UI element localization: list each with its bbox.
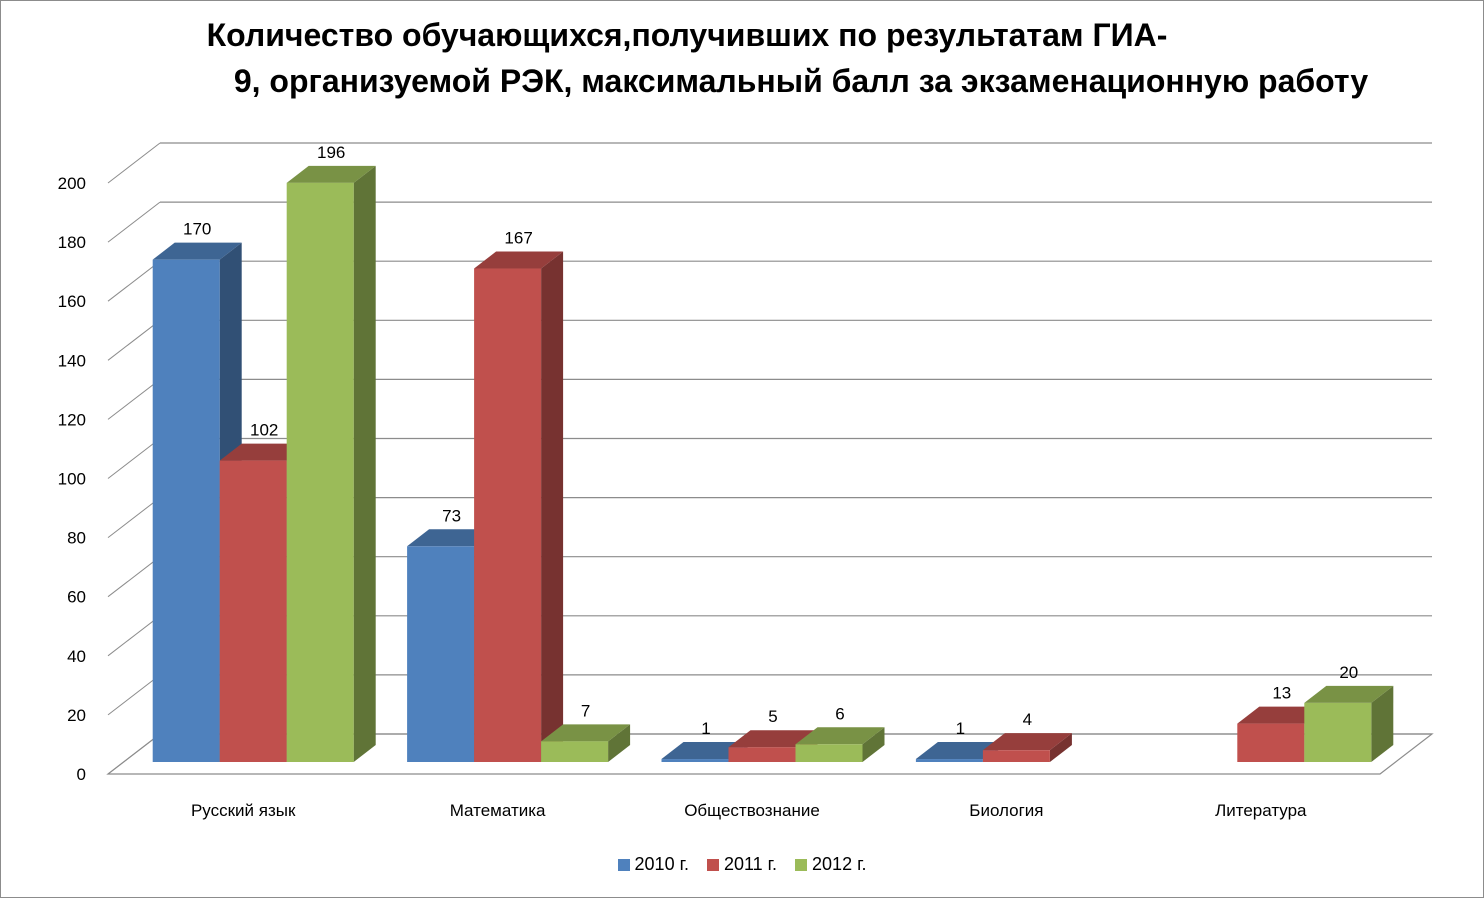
data-label: 13 [1272, 684, 1291, 703]
chart-title-line-2: 9, организуемой РЭК, максимальный балл з… [233, 63, 1369, 99]
y-tick-label: 40 [67, 647, 86, 666]
data-label: 73 [442, 506, 461, 525]
bar [795, 744, 863, 762]
bar-top [286, 165, 376, 183]
bar-top [152, 242, 242, 260]
gridline-depth [107, 142, 161, 184]
chart-title-line-1: Количество обучающихся,получивших по рез… [206, 17, 1168, 53]
bar [1237, 723, 1305, 762]
legend-label: 2011 г. [723, 854, 778, 874]
legend-swatch [617, 858, 630, 871]
gridline-depth [107, 615, 161, 657]
bar [474, 268, 542, 762]
chart-title: Количество обучающихся,получивших по рез… [0, 12, 1484, 104]
bar [152, 259, 220, 762]
bar-top [915, 742, 1005, 760]
bar-top [728, 730, 818, 748]
legend-item: 2011 г. [706, 854, 778, 875]
data-label: 196 [317, 143, 345, 162]
y-tick-label: 20 [67, 706, 86, 725]
bar [541, 741, 609, 762]
x-tick-label: Литература [1215, 801, 1307, 820]
x-tick-label: Русский язык [191, 801, 296, 820]
bar [661, 759, 729, 762]
bar [407, 546, 475, 762]
legend-item: 2010 г. [617, 854, 689, 875]
legend-swatch [706, 858, 719, 871]
data-label: 7 [581, 701, 590, 720]
bar-top [474, 251, 564, 269]
chart-legend: 2010 г. 2011 г. 2012 г. [0, 854, 1484, 875]
gridline-depth [107, 379, 161, 420]
gridline-depth [107, 260, 161, 302]
gridline-depth [107, 497, 161, 538]
gridline-depth [107, 438, 161, 479]
y-tick-label: 0 [77, 765, 86, 784]
bar-top [982, 733, 1072, 751]
bar-top [1237, 706, 1327, 724]
y-tick-label: 80 [67, 529, 86, 548]
bar-side [1371, 685, 1394, 762]
bar [728, 747, 796, 762]
data-label: 170 [183, 220, 211, 239]
data-label: 5 [768, 707, 777, 726]
y-tick-label: 100 [58, 470, 86, 489]
bar-side [541, 251, 564, 762]
x-tick-label: Обществознание [684, 801, 820, 820]
y-tick-label: 160 [58, 292, 86, 311]
bar-top [541, 724, 631, 742]
bar [1304, 702, 1372, 762]
y-tick-label: 200 [58, 174, 86, 193]
legend-label: 2012 г. [812, 854, 867, 874]
y-tick-label: 140 [58, 351, 86, 370]
gridline-depth [107, 319, 161, 361]
y-tick-label: 60 [67, 588, 86, 607]
x-tick-label: Математика [450, 801, 546, 820]
bar [286, 182, 354, 762]
data-label: 4 [1023, 710, 1032, 729]
data-label: 6 [835, 704, 844, 723]
bar-top [661, 742, 751, 760]
data-label: 20 [1339, 663, 1358, 682]
gridline-depth [107, 201, 161, 243]
legend-swatch [795, 858, 808, 871]
bar-side [1049, 733, 1072, 762]
chart-floor [106, 733, 1434, 775]
legend-item: 2012 г. [795, 854, 866, 875]
x-tick-label: Биология [969, 801, 1043, 820]
gridline-depth [107, 674, 161, 716]
bar-side [608, 724, 631, 762]
bar-top [219, 443, 309, 461]
bar [982, 750, 1050, 762]
bar-top [1304, 685, 1394, 703]
bar-top [407, 529, 497, 547]
y-tick-label: 180 [58, 233, 86, 252]
data-label: 167 [504, 229, 532, 248]
gridline-depth [107, 556, 161, 598]
data-label: 1 [701, 719, 710, 738]
bar [219, 460, 287, 762]
bar-top [795, 727, 885, 745]
bar-side [353, 165, 376, 762]
bar [915, 759, 983, 762]
data-label: 102 [250, 421, 278, 440]
legend-label: 2010 г. [634, 854, 689, 874]
data-label: 1 [956, 719, 965, 738]
y-tick-label: 120 [58, 410, 86, 429]
bar-side [862, 727, 885, 762]
